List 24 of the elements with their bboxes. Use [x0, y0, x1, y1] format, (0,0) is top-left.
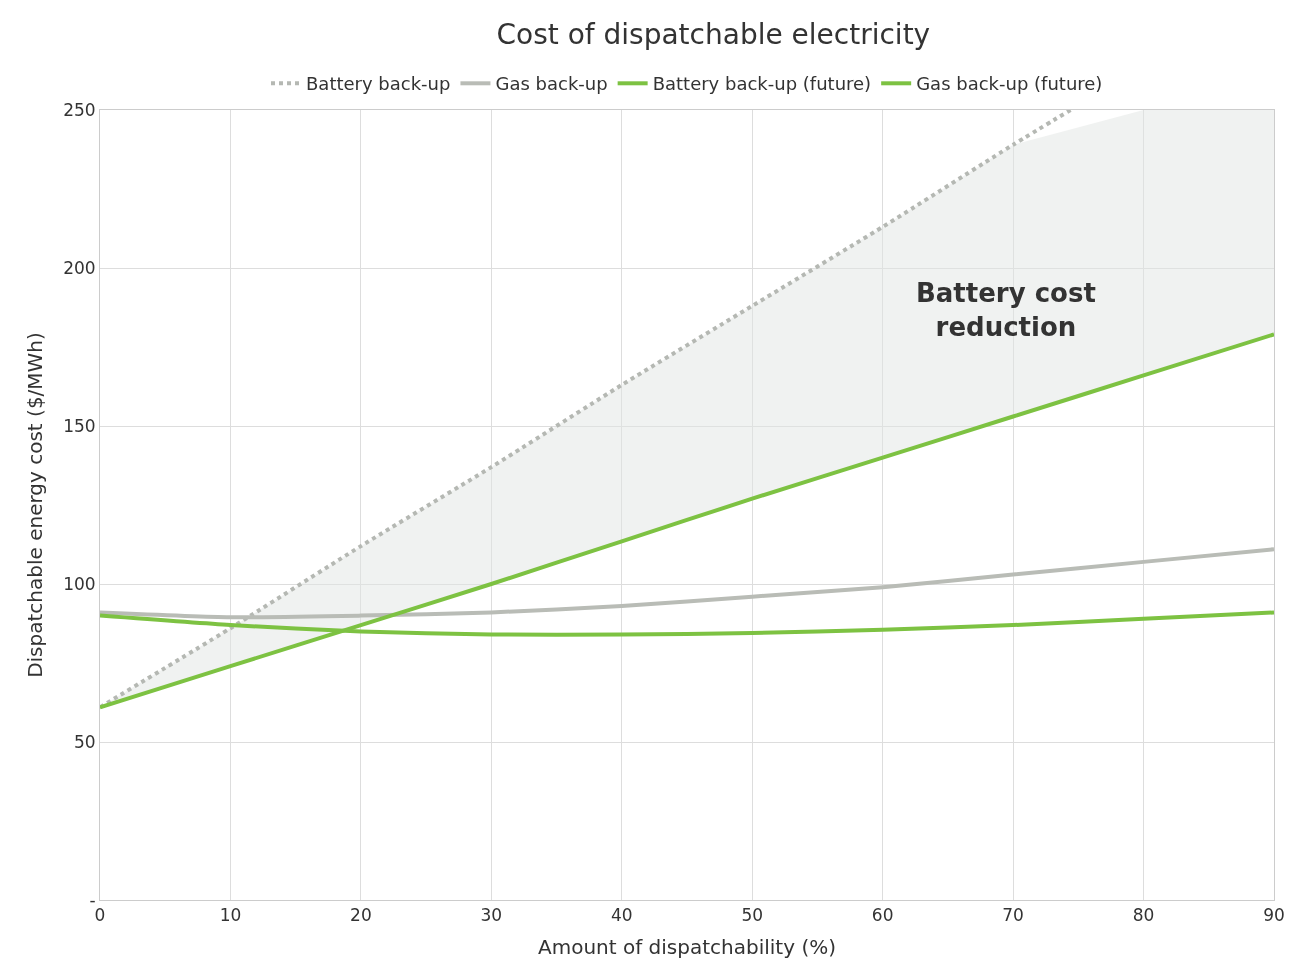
- x-tick-label: 0: [94, 905, 106, 926]
- y-tick-label: -: [89, 889, 96, 910]
- annotation: Battery cost reduction: [916, 278, 1096, 342]
- y-tick-label: 100: [63, 573, 96, 594]
- y-axis-title: Dispatchable energy cost ($/MWh): [22, 332, 47, 678]
- x-tick-label: 50: [741, 905, 764, 926]
- x-tick-label: 60: [871, 905, 894, 926]
- legend-label: Gas back-up: [495, 73, 608, 95]
- x-tick-label: 40: [610, 905, 633, 926]
- legend-label: Battery back-up (future): [652, 73, 872, 95]
- x-tick-label: 20: [350, 905, 372, 926]
- x-axis-title: Amount of dispatchability (%): [538, 934, 836, 959]
- x-tick-label: 70: [1002, 905, 1024, 926]
- y-tick-label: 150: [63, 415, 96, 436]
- legend-label: Battery back-up: [306, 73, 451, 95]
- x-tick-label: 10: [219, 905, 242, 926]
- x-tick-label: 90: [1263, 905, 1285, 926]
- x-tick-label: 30: [480, 905, 503, 926]
- y-tick-label: 200: [63, 257, 96, 278]
- chart-title: Cost of dispatchable electricity: [496, 18, 931, 52]
- x-tick-label: 80: [1132, 905, 1155, 926]
- y-tick-label: 250: [63, 99, 96, 120]
- legend-label: Gas back-up (future): [916, 73, 1103, 95]
- y-tick-label: 50: [73, 731, 96, 752]
